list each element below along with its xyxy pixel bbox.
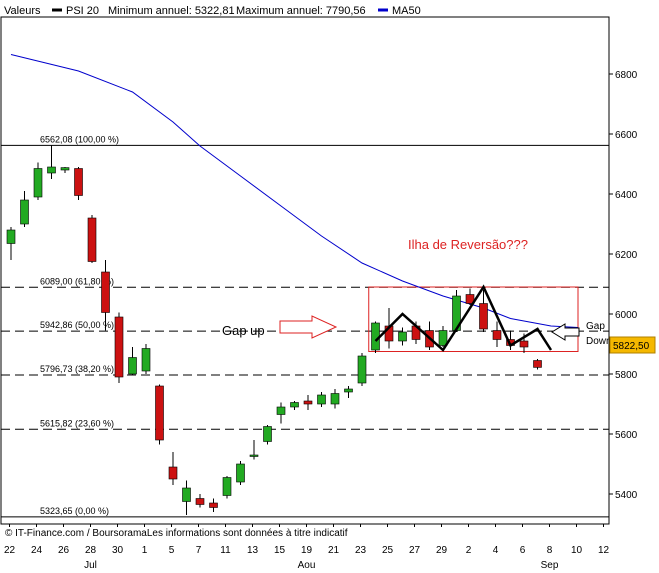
x-tick-label: 15 [274,545,286,556]
y-tick-label: 6400 [615,190,638,201]
legend-values-label: Valeurs [4,5,41,17]
y-tick-label: 6200 [615,250,638,261]
candle-body-down [155,385,164,441]
x-tick-label: 2 [466,545,472,556]
y-tick-label: 6800 [615,70,638,81]
legend-psi-label: PSI 20 [66,5,99,17]
x-tick-label: 25 [382,545,394,556]
x-tick-label: 11 [220,545,231,556]
fib-level-label: 5942,86 (50,00 %) [40,320,114,330]
fib-level-label: 5796,73 (38,20 %) [40,364,114,374]
island-reversal-box [368,286,579,352]
candle-body-up [438,330,448,346]
x-tick-label: 6 [520,545,526,556]
candle-body-up [290,402,299,408]
gap-down-label-line2: Down [586,336,612,347]
candle-body-up [33,168,43,198]
y-tick-label: 5800 [615,370,638,381]
candle-body-up [344,388,353,393]
gap-up-arrow [279,315,338,339]
candle-body-up [128,357,137,375]
x-tick-label: 26 [58,545,70,556]
candle-body-up [141,348,151,372]
x-tick-label: 30 [112,545,124,556]
x-tick-label: 8 [547,545,553,556]
candle-body-down [209,502,218,508]
legend-max-text: Maximum annuel: 7790,56 [236,5,366,17]
gap-up-label: Gap up [222,323,265,338]
x-tick-label: 4 [493,545,499,556]
candle-body-up [317,394,326,405]
x-month-label: Jul [84,560,97,571]
plot-frame [0,16,610,525]
x-tick-label: 24 [31,545,43,556]
reversal-zigzag-line [374,284,553,352]
x-tick-label: 29 [436,545,448,556]
candle-body-up [357,355,367,384]
x-tick-label: 7 [196,545,202,556]
gap-down-arrow [551,323,580,341]
candle-body-up [20,199,29,225]
x-tick-label: 5 [169,545,175,556]
x-tick-label: 23 [355,545,367,556]
x-tick-label: 28 [85,545,97,556]
x-tick-label: 21 [328,545,340,556]
candle-body-up [330,393,340,405]
gap-down-label-line1: Gap [586,321,605,332]
candle-body-down [479,303,488,330]
candle-body-up [398,331,407,342]
candle-body-up [182,487,191,502]
x-tick-label: 12 [598,545,610,556]
y-tick-label: 5400 [615,490,638,501]
candle-body-up [276,406,286,415]
y-tick-label: 6600 [615,130,638,141]
candle-body-up [60,167,70,171]
ma50-group [10,54,579,328]
candle-body-down [492,330,502,340]
last-price-tag [609,336,656,354]
candle-body-down [303,400,313,405]
candle-body-up [236,463,245,483]
candle-body-down [533,360,542,368]
fib-level-label: 5323,65 (0,00 %) [40,506,109,516]
legend-ma-label: MA50 [392,5,421,17]
x-tick-label: 27 [409,545,421,556]
candle-body-down [168,466,178,480]
candle-body-up [249,454,259,457]
candle-body-down [195,498,205,505]
source-footer: © IT-Finance.com / BoursoramaLes informa… [5,528,348,539]
zigzag-group [374,284,553,352]
island-box-group [368,286,579,352]
fib-level-label: 5615,82 (23,60 %) [40,418,114,428]
last-price-text: 5822,50 [613,341,650,352]
x-tick-label: 1 [142,545,148,556]
x-tick-label: 22 [4,545,16,556]
candle-body-down [101,271,110,313]
candle-body-down [465,294,475,304]
candles-group [6,145,542,515]
x-tick-label: 13 [247,545,259,556]
fib-level-label: 6562,08 (100,00 %) [40,134,119,144]
candle-body-down [74,168,83,196]
x-month-label: Aou [298,560,316,571]
candle-body-down [114,316,124,378]
y-tick-label: 6000 [615,310,638,321]
candle-body-down [87,217,97,262]
x-month-label: Sep [541,560,559,571]
fib-level-label: 6089,00 (61,80 %) [40,276,114,286]
candle-body-up [47,166,56,174]
candle-body-up [263,426,272,442]
island-reversal-label: Ilha de Reversão??? [408,237,528,252]
candle-body-down [519,340,529,348]
x-tick-label: 19 [301,545,313,556]
x-axis: 22 24 26 28 30 1 5 7 11 13 15 19 21 23 25 27 29 2 4 6 8 10 12J… [4,524,610,571]
y-axis: 5400 5600 5800 6000 6200 6400 6600 6800 [609,70,638,501]
candle-body-up [222,477,232,496]
ma50-line [10,54,579,328]
candle-body-up [6,229,16,244]
x-tick-label: 10 [571,545,583,556]
y-tick-label: 5600 [615,430,638,441]
legend-min-text: Minimum annuel: 5322,81 [108,5,235,17]
